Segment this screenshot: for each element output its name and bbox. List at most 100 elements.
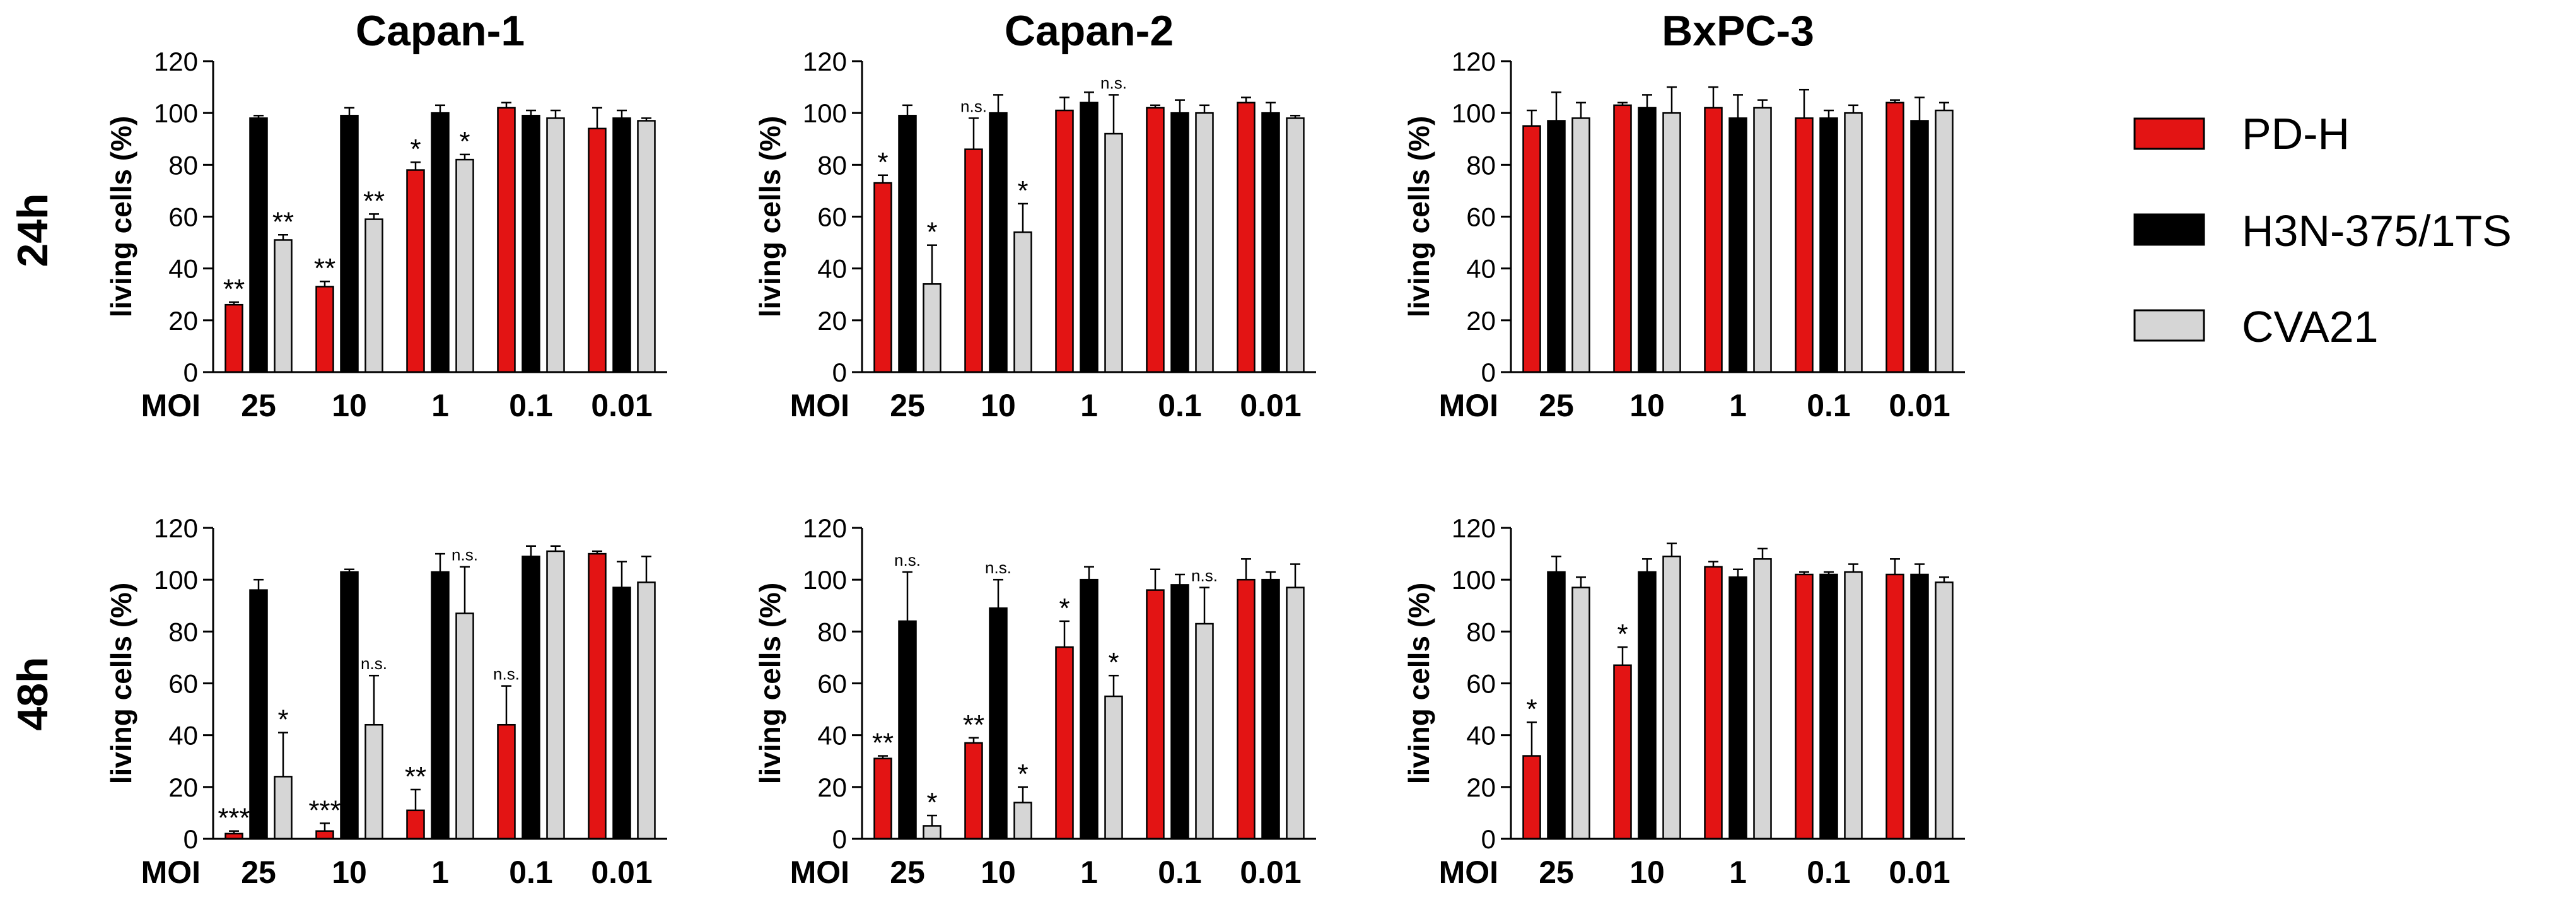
x-category-label: 0.01 (591, 855, 652, 890)
bar-pd-h-moi-25 (873, 757, 892, 840)
significance-label: n.s. (452, 546, 478, 564)
bar-h3n-375-1ts-moi-10 (340, 571, 359, 840)
legend-label-pd-h: PD-H (2242, 109, 2350, 158)
bar-h3n-375-1ts-moi-0-01 (1261, 112, 1280, 373)
y-axis-label: living cells (%) (754, 116, 786, 318)
bar-pd-h-moi-0-1 (1146, 107, 1165, 373)
x-category-label: 10 (1629, 855, 1665, 890)
x-category-label: 25 (890, 855, 925, 890)
bar-cva21-moi-1 (1753, 107, 1772, 373)
bar-h3n-375-1ts-moi-10 (989, 607, 1008, 840)
y-tick-label: 120 (803, 47, 847, 76)
y-tick-label: 20 (817, 773, 847, 802)
y-tick-label: 20 (1466, 773, 1496, 802)
y-tick-label: 60 (168, 669, 198, 699)
significance-label: * (410, 134, 421, 165)
bar-h3n-375-1ts-moi-0-01 (1910, 573, 1929, 840)
bar-pd-h-moi-25 (1522, 755, 1541, 840)
bar-pd-h-moi-10 (1613, 104, 1632, 373)
y-tick-label: 0 (832, 824, 847, 854)
row-label-24h: 24h (9, 193, 57, 267)
significance-label: ** (314, 253, 335, 284)
significance-label: * (1017, 759, 1028, 790)
x-category-label: 0.1 (1158, 855, 1202, 890)
significance-label: * (1017, 175, 1028, 206)
x-category-label: 0.01 (1240, 388, 1301, 423)
bar-pd-h-moi-1 (406, 169, 425, 373)
bar-cva21-moi-0-01 (1286, 587, 1305, 840)
y-tick-label: 60 (817, 669, 847, 699)
y-tick-label: 120 (803, 513, 847, 543)
x-axis-label: MOI (141, 388, 201, 423)
y-tick-label: 40 (817, 721, 847, 751)
bar-cva21-moi-0-01 (1935, 109, 1954, 373)
bar-cva21-moi-25 (274, 239, 293, 373)
panel-24h-capan-2: Capan-2 living cells (%) 0 20 40 60 80 100 120 * *… (754, 7, 1316, 423)
significance-label: * (926, 217, 937, 248)
y-tick-label: 100 (154, 98, 198, 128)
x-category-label: 10 (981, 855, 1016, 890)
x-axis-label: MOI (790, 388, 849, 423)
panel-title: BxPC-3 (1662, 7, 1814, 55)
x-category-label: 10 (332, 855, 367, 890)
x-category-label: 10 (1629, 388, 1665, 423)
x-category-label: 1 (1080, 855, 1098, 890)
bar-h3n-375-1ts-moi-25 (249, 589, 268, 840)
y-tick-label: 40 (817, 254, 847, 284)
legend-swatch-cva21 (2133, 309, 2205, 342)
panel-48h-capan-2: living cells (%)020406080100120**n.s.*25… (754, 513, 1316, 890)
bar-cva21-moi-0-1 (1195, 622, 1214, 840)
bar-pd-h-moi-1 (1055, 109, 1074, 373)
y-tick-label: 20 (1466, 306, 1496, 336)
significance-label: * (277, 704, 288, 735)
bar-pd-h-moi-0-01 (588, 127, 607, 373)
legend-label-h3n: H3N-375/1TS (2242, 206, 2512, 255)
bar-pd-h-moi-10 (964, 742, 983, 840)
bar-pd-h-moi-0-01 (1885, 102, 1904, 373)
bar-pd-h-moi-0-1 (1795, 573, 1814, 840)
x-category-label: 0.1 (1807, 388, 1851, 423)
bar-cva21-moi-0-1 (1195, 112, 1214, 373)
y-tick-label: 0 (184, 358, 198, 387)
significance-label: ** (272, 206, 294, 237)
x-category-label: 25 (890, 388, 925, 423)
x-category-label: 1 (1729, 388, 1747, 423)
bar-h3n-375-1ts-moi-10 (1638, 571, 1657, 840)
bar-cva21-moi-10 (364, 218, 383, 373)
x-category-label: 0.01 (591, 388, 652, 423)
bar-cva21-moi-25 (274, 776, 293, 840)
x-category-label: 10 (981, 388, 1016, 423)
bar-cva21-moi-10 (1662, 555, 1681, 840)
bar-pd-h-moi-0-1 (497, 723, 516, 840)
bar-cva21-moi-25 (1571, 117, 1590, 373)
y-tick-label: 120 (154, 47, 198, 76)
row-labels: 24h 48h (9, 193, 57, 730)
y-tick-label: 40 (168, 721, 198, 751)
legend-label-cva21: CVA21 (2242, 302, 2379, 351)
bar-cva21-moi-10 (1013, 231, 1032, 373)
bar-h3n-375-1ts-moi-10 (989, 112, 1008, 373)
legend-item-pd-h: PD-H (2133, 109, 2350, 158)
panel-24h-bxpc-3: BxPC-3 living cells (%) 0 20 40 60 80 100 120 25 1… (1402, 7, 1965, 423)
bar-h3n-375-1ts-moi-1 (1080, 102, 1099, 373)
significance-label: ** (872, 728, 894, 759)
bar-pd-h-moi-10 (1613, 664, 1632, 840)
legend-swatch-pd-h (2133, 117, 2205, 150)
y-tick-label: 0 (832, 358, 847, 387)
significance-label: * (1617, 619, 1628, 650)
x-category-label: 0.01 (1889, 855, 1950, 890)
significance-label: *** (308, 795, 341, 826)
bar-h3n-375-1ts-moi-0-1 (1170, 112, 1189, 373)
x-category-label: 1 (431, 388, 449, 423)
bar-h3n-375-1ts-moi-25 (898, 620, 917, 840)
bar-h3n-375-1ts-moi-25 (249, 117, 268, 373)
bar-pd-h-moi-0-1 (1795, 117, 1814, 373)
y-tick-label: 80 (817, 617, 847, 646)
significance-label: n.s. (985, 558, 1011, 577)
x-category-label: 10 (332, 388, 367, 423)
y-tick-label: 20 (168, 306, 198, 336)
significance-label: n.s. (361, 654, 387, 673)
bar-pd-h-moi-25 (873, 182, 892, 373)
significance-label: * (926, 787, 937, 818)
